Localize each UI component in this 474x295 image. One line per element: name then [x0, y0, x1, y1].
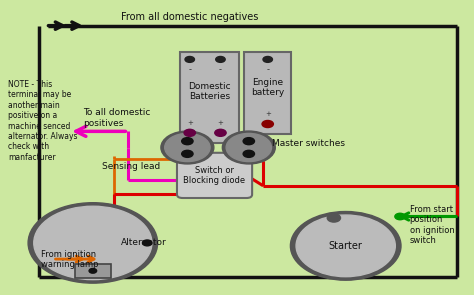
Text: From all domestic negatives: From all domestic negatives	[121, 12, 259, 22]
FancyBboxPatch shape	[177, 153, 252, 198]
Circle shape	[34, 206, 152, 280]
Circle shape	[89, 268, 97, 273]
Circle shape	[28, 203, 157, 283]
Circle shape	[164, 133, 210, 162]
Text: From ignition
warning lamp: From ignition warning lamp	[41, 250, 99, 269]
Circle shape	[143, 240, 152, 246]
Circle shape	[395, 213, 405, 220]
Text: -: -	[266, 65, 269, 74]
FancyBboxPatch shape	[75, 264, 111, 278]
Text: Domestic
Batteries: Domestic Batteries	[189, 82, 231, 101]
Text: From start
position
on ignition
switch: From start position on ignition switch	[410, 205, 454, 245]
Circle shape	[216, 56, 225, 62]
Circle shape	[243, 150, 255, 157]
Circle shape	[184, 129, 195, 136]
Circle shape	[262, 120, 273, 127]
Circle shape	[296, 215, 395, 277]
Text: -: -	[219, 65, 222, 74]
Circle shape	[222, 131, 275, 164]
FancyBboxPatch shape	[244, 52, 292, 134]
Text: Master switches: Master switches	[273, 139, 346, 148]
Text: +: +	[187, 119, 192, 126]
Circle shape	[182, 138, 193, 145]
Text: Engine
battery: Engine battery	[251, 78, 284, 97]
Circle shape	[291, 212, 401, 280]
Text: +: +	[218, 119, 223, 126]
Text: -: -	[188, 65, 191, 74]
Text: To all domestic
positives: To all domestic positives	[83, 109, 151, 128]
Circle shape	[182, 150, 193, 157]
FancyBboxPatch shape	[180, 52, 239, 143]
Text: Alternator: Alternator	[121, 238, 167, 248]
Circle shape	[161, 131, 214, 164]
Circle shape	[226, 133, 272, 162]
Text: +: +	[265, 111, 271, 117]
Text: Switch or
Blocking diode: Switch or Blocking diode	[183, 166, 246, 185]
Text: NOTE - This
terminal may be
another main
positive on a
machine senced
alternator: NOTE - This terminal may be another main…	[8, 80, 77, 162]
Circle shape	[185, 56, 194, 62]
Circle shape	[327, 214, 340, 222]
Circle shape	[215, 129, 226, 136]
Text: Starter: Starter	[329, 241, 363, 251]
Circle shape	[263, 56, 273, 62]
Text: Sensing lead: Sensing lead	[102, 162, 161, 171]
Circle shape	[243, 138, 255, 145]
